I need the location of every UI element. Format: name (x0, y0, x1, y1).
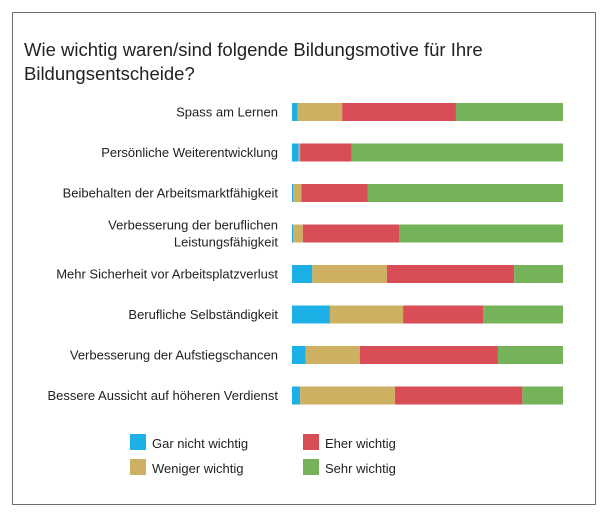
category-label: Persönliche Weiterentwicklung (101, 145, 278, 160)
bar-segment (367, 184, 563, 202)
legend-swatch (130, 434, 146, 450)
category-label: Beibehalten der Arbeitsmarktfähigkeit (63, 186, 279, 201)
legend-label: Sehr wichtig (325, 461, 396, 476)
legend-swatch (130, 459, 146, 475)
bar-segment (293, 184, 302, 202)
bar-segment (342, 103, 456, 121)
bar-segment (292, 386, 301, 405)
bar-segment (300, 386, 395, 405)
legend-swatch (303, 459, 319, 475)
bar-segment (301, 184, 368, 202)
bar-segment (292, 305, 330, 324)
legend-swatch (303, 434, 319, 450)
bar-segment (292, 265, 313, 283)
bar-segment (497, 346, 563, 364)
category-label: Verbesserung der Aufstiegschancen (70, 348, 278, 363)
legend-label: Gar nicht wichtig (152, 436, 248, 451)
bar-segment (514, 265, 563, 283)
bar-segment (293, 224, 303, 243)
category-label: Berufliche Selbständigkeit (128, 307, 278, 322)
bar-segment (399, 224, 563, 243)
chart-frame (12, 12, 596, 505)
bar-segment (305, 346, 360, 364)
bar-segment (403, 305, 484, 324)
category-label: Mehr Sicherheit vor Arbeitsplatzverlust (56, 267, 278, 282)
bar-segment (394, 386, 523, 405)
bar-segment (297, 103, 343, 121)
bar-segment (298, 143, 301, 162)
bar-segment (359, 346, 498, 364)
bar-segment (292, 346, 306, 364)
bar-segment (522, 386, 563, 405)
category-label: Bessere Aussicht auf höheren Verdienst (47, 388, 278, 403)
bar-segment (483, 305, 563, 324)
bar-segment (292, 184, 294, 202)
bar-segment (292, 143, 299, 162)
bar-segment (351, 143, 563, 162)
legend-label: Eher wichtig (325, 436, 396, 451)
bar-segment (329, 305, 404, 324)
bar-segment (292, 103, 298, 121)
category-label: Spass am Lernen (176, 105, 278, 120)
bar-segment (302, 224, 400, 243)
legend-label: Weniger wichtig (152, 461, 244, 476)
bar-segment (312, 265, 387, 283)
chart-title: Wie wichtig waren/sind folgende Bildungs… (24, 39, 483, 84)
bar-segment (292, 224, 294, 243)
category-label: Verbesserung der beruflichen Leistungsfäh… (108, 218, 278, 250)
bar-segment (300, 143, 352, 162)
bar-segment (455, 103, 563, 121)
bar-segment (386, 265, 515, 283)
